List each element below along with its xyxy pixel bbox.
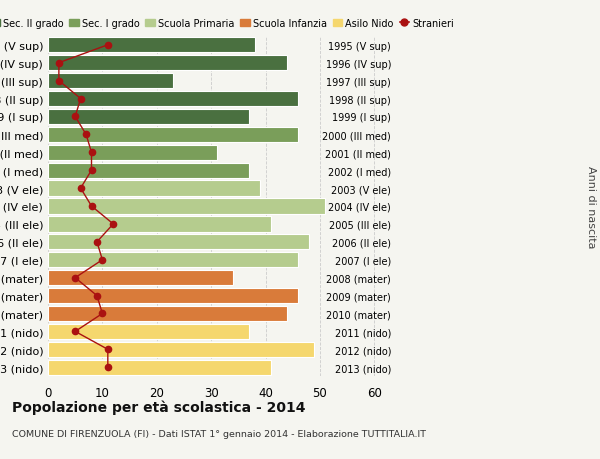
Bar	[48, 306, 287, 321]
Bar	[48, 342, 314, 357]
Bar	[48, 128, 298, 143]
Bar	[48, 146, 217, 161]
Bar	[48, 56, 287, 71]
Bar	[48, 270, 233, 285]
Bar	[48, 360, 271, 375]
Bar	[48, 324, 249, 339]
Bar	[48, 288, 298, 303]
Bar	[48, 92, 298, 107]
Text: COMUNE DI FIRENZUOLA (FI) - Dati ISTAT 1° gennaio 2014 - Elaborazione TUTTITALIA: COMUNE DI FIRENZUOLA (FI) - Dati ISTAT 1…	[12, 429, 426, 438]
Bar	[48, 163, 249, 179]
Bar	[48, 74, 173, 89]
Text: Popolazione per età scolastica - 2014: Popolazione per età scolastica - 2014	[12, 399, 305, 414]
Bar	[48, 181, 260, 196]
Bar	[48, 235, 309, 250]
Bar	[48, 217, 271, 232]
Bar	[48, 199, 325, 214]
Legend: Sec. II grado, Sec. I grado, Scuola Primaria, Scuola Infanzia, Asilo Nido, Stran: Sec. II grado, Sec. I grado, Scuola Prim…	[0, 18, 454, 28]
Bar	[48, 252, 298, 268]
Text: Anni di nascita: Anni di nascita	[586, 165, 596, 248]
Bar	[48, 38, 254, 53]
Bar	[48, 110, 249, 125]
